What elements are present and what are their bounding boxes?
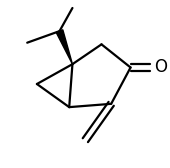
Polygon shape [56, 30, 72, 64]
Text: O: O [154, 58, 167, 76]
